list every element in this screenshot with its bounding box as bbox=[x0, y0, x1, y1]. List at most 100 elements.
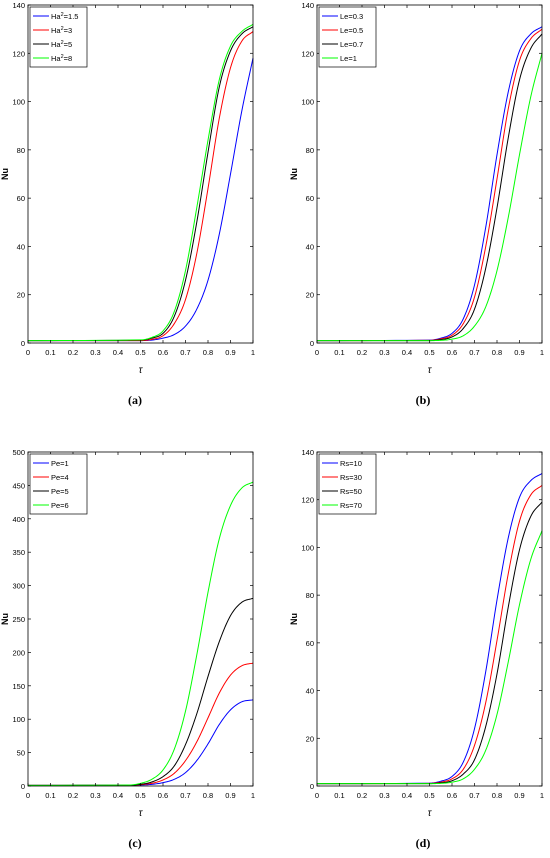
x-tick-label: 0.9 bbox=[225, 348, 235, 357]
y-tick-label: 0 bbox=[310, 782, 314, 791]
x-tick-label: 0.7 bbox=[180, 791, 190, 800]
series-line-1 bbox=[316, 26, 543, 342]
x-tick-label: 0.3 bbox=[90, 791, 100, 800]
x-tick-label: 0.7 bbox=[469, 791, 479, 800]
legend-entry: Ha2=8 bbox=[51, 54, 72, 63]
x-tick-label: 0.6 bbox=[447, 348, 457, 357]
y-tick-label: 250 bbox=[12, 615, 25, 624]
y-tick-label: 100 bbox=[12, 715, 25, 724]
x-tick-label: 0.3 bbox=[379, 348, 389, 357]
x-tick-label: 0.3 bbox=[379, 791, 389, 800]
x-axis-label: τ bbox=[428, 365, 433, 376]
y-tick-label: 120 bbox=[301, 496, 314, 505]
y-axis-label: Nu bbox=[0, 613, 10, 625]
y-tick-label: 40 bbox=[306, 242, 314, 251]
y-tick-label: 500 bbox=[12, 448, 25, 457]
legend-entry: Rs=70 bbox=[340, 501, 362, 510]
x-tick-label: 0.9 bbox=[514, 791, 524, 800]
x-tick-label: 0.6 bbox=[447, 791, 457, 800]
y-axis-label: Nu bbox=[289, 168, 299, 180]
y-tick-label: 100 bbox=[12, 98, 25, 107]
y-tick-label: 100 bbox=[301, 98, 314, 107]
legend-box bbox=[29, 453, 88, 515]
x-tick-label: 0.4 bbox=[402, 791, 412, 800]
x-tick-label: 1 bbox=[251, 348, 255, 357]
legend-entry: Le=0.5 bbox=[340, 26, 363, 35]
legend-entry: Le=1 bbox=[340, 54, 357, 63]
caption-a: (a) bbox=[128, 393, 142, 407]
x-tick-label: 0.8 bbox=[492, 348, 502, 357]
x-tick-label: 0.2 bbox=[357, 348, 367, 357]
y-tick-label: 40 bbox=[306, 687, 314, 696]
y-tick-label: 60 bbox=[306, 194, 314, 203]
y-tick-label: 0 bbox=[21, 339, 25, 348]
y-tick-label: 40 bbox=[17, 242, 25, 251]
y-tick-label: 140 bbox=[12, 1, 25, 10]
series-line-2 bbox=[316, 28, 543, 342]
x-tick-label: 0 bbox=[26, 791, 30, 800]
x-tick-label: 1 bbox=[251, 791, 255, 800]
series-line-3 bbox=[28, 597, 254, 786]
legend-entry: Ha2=1.5 bbox=[51, 12, 78, 21]
y-tick-label: 120 bbox=[301, 49, 314, 58]
x-tick-label: 0.9 bbox=[514, 348, 524, 357]
legend-entry: Rs=50 bbox=[340, 487, 362, 496]
legend-entry: Rs=10 bbox=[340, 459, 362, 468]
y-tick-label: 140 bbox=[301, 448, 314, 457]
x-tick-label: 0.4 bbox=[402, 348, 412, 357]
x-tick-label: 0.1 bbox=[45, 791, 55, 800]
x-tick-label: 0.7 bbox=[469, 348, 479, 357]
y-tick-label: 400 bbox=[12, 515, 25, 524]
series-line-3 bbox=[317, 33, 543, 342]
legend-entry: Pe=5 bbox=[51, 487, 69, 496]
legend-entry: Ha2=5 bbox=[51, 40, 72, 49]
x-tick-label: 0.9 bbox=[225, 791, 235, 800]
series-line-3 bbox=[317, 501, 543, 785]
chart-panel-c: 0 0.1 0.2 0.3 0.4 0.5 0.6 0.7 0.8 0.9 1 0 50 100 150 20… bbox=[0, 448, 255, 819]
x-tick-label: 0 bbox=[315, 791, 319, 800]
x-tick-label: 1 bbox=[540, 348, 544, 357]
y-tick-label: 60 bbox=[306, 639, 314, 648]
legend-box bbox=[318, 6, 377, 68]
x-tick-label: 0.2 bbox=[68, 791, 78, 800]
legend-entry: Rs=30 bbox=[340, 473, 362, 482]
x-tick-label: 0.2 bbox=[357, 791, 367, 800]
series-line-1 bbox=[28, 699, 254, 786]
y-tick-label: 100 bbox=[301, 543, 314, 552]
x-axis-label: τ bbox=[428, 808, 433, 819]
y-tick-label: 80 bbox=[306, 591, 314, 600]
legend-entry: Le=0.3 bbox=[340, 12, 363, 21]
y-tick-label: 80 bbox=[306, 146, 314, 155]
series-line-4 bbox=[317, 530, 543, 785]
x-tick-label: 0 bbox=[315, 348, 319, 357]
y-tick-label: 50 bbox=[17, 749, 25, 758]
legend-entry: Ha2=3 bbox=[51, 26, 72, 35]
caption-b: (b) bbox=[415, 393, 431, 407]
y-tick-label: 350 bbox=[12, 548, 25, 557]
y-tick-label: 20 bbox=[17, 291, 25, 300]
legend-box bbox=[318, 453, 377, 515]
y-tick-label: 80 bbox=[17, 146, 25, 155]
x-tick-label: 0.3 bbox=[90, 348, 100, 357]
y-tick-label: 150 bbox=[12, 682, 25, 691]
series-line-1 bbox=[28, 58, 254, 342]
x-tick-label: 0.7 bbox=[180, 348, 190, 357]
x-axis-label: τ bbox=[139, 365, 144, 376]
x-tick-label: 0.4 bbox=[113, 348, 123, 357]
x-tick-label: 0 bbox=[26, 348, 30, 357]
legend-entry: Le=0.7 bbox=[340, 40, 363, 49]
x-tick-label: 0.6 bbox=[158, 791, 168, 800]
y-tick-label: 20 bbox=[306, 291, 314, 300]
series-line-3 bbox=[27, 26, 254, 342]
legend: Le=0.3 Le=0.5 Le=0.7 Le=1 bbox=[318, 6, 377, 68]
x-tick-label: 0.5 bbox=[424, 348, 434, 357]
series-line-1 bbox=[317, 473, 543, 785]
caption-d: (d) bbox=[415, 836, 431, 850]
y-tick-label: 300 bbox=[12, 582, 25, 591]
caption-c: (c) bbox=[128, 836, 142, 850]
x-tick-label: 0.6 bbox=[158, 348, 168, 357]
x-axis-label: τ bbox=[139, 808, 144, 819]
y-tick-label: 20 bbox=[306, 734, 314, 743]
legend-entry: Pe=6 bbox=[51, 501, 69, 510]
